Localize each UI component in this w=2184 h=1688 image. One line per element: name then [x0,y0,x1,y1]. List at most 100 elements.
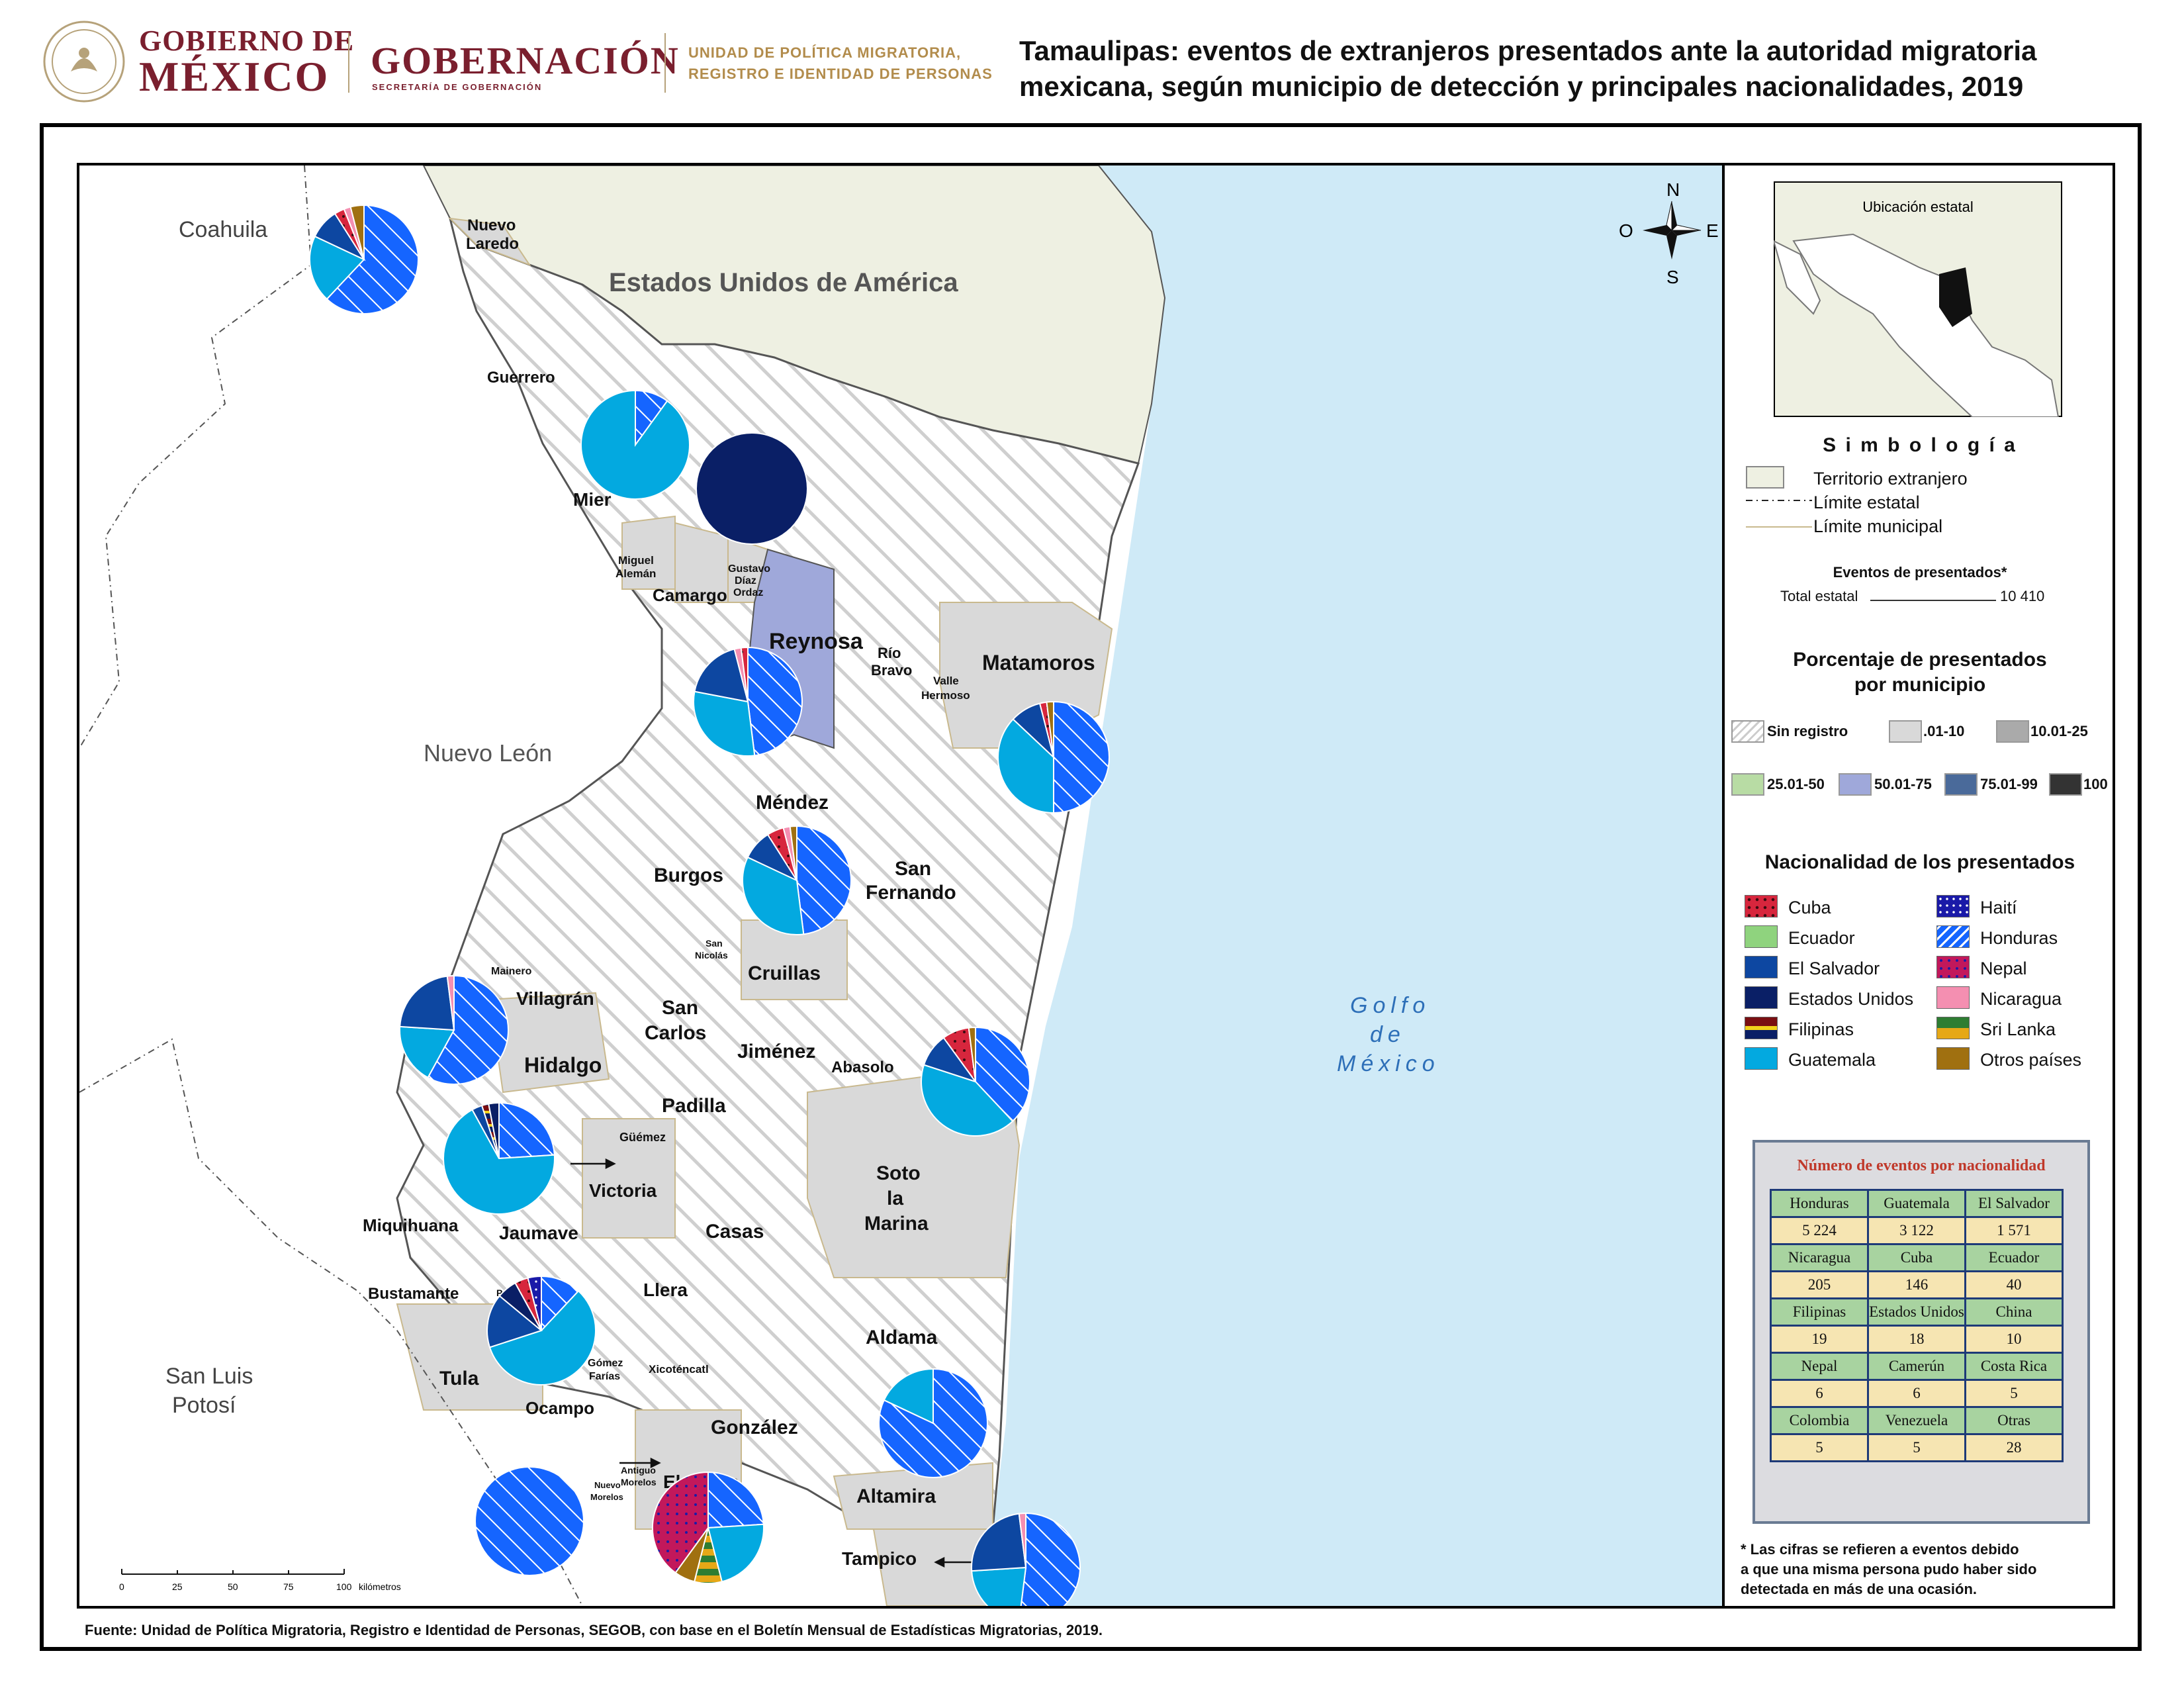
table-cell: Nepal [1770,1352,1869,1381]
pie-slice [580,389,690,500]
national-seal-logo [43,21,125,103]
nat-ecuador: Ecuador [1788,928,1855,948]
mun-nuevo-laredo-2: Laredo [466,235,519,253]
legend-panel: Ubicación estatal S i m b o l o g í a Te… [1725,163,2115,1609]
nat-nicaragua: Nicaragua [1980,989,2062,1009]
gob-line2: MÉXICO [139,53,330,100]
table-cell: 5 224 [1770,1216,1869,1245]
scale-tick-0: 0 [119,1581,124,1592]
arrow-victoria-head [605,1158,616,1170]
mun-soto-1: Soto [876,1162,921,1184]
source-note: Fuente: Unidad de Política Migratoria, R… [85,1622,1103,1638]
mun-tula: Tula [439,1368,479,1389]
table-header-row: Nicaragua Cuba Ecuador [1770,1243,2064,1272]
swatch-guatemala [1745,1047,1778,1070]
footnote: * Las cifras se refieren a eventos debid… [1741,1540,2111,1599]
mun-miquihuana: Miquihuana [363,1215,459,1235]
nat-estados-unidos: Estados Unidos [1788,989,1914,1009]
table-cell: Camerún [1867,1352,1966,1381]
label-usa: Estados Unidos de América [609,268,958,297]
table-cell: Filipinas [1770,1297,1869,1327]
pie-slice [443,1109,555,1215]
nat-haiti: Haití [1980,898,2017,917]
nat-nepal: Nepal [1980,959,2027,978]
mun-san-fernando-1: San [895,858,931,880]
scale-tick-75: 75 [283,1581,294,1592]
mun-tampico: Tampico [842,1548,917,1569]
header-divider [664,33,666,93]
table-cell: Colombia [1770,1406,1869,1435]
label-slp-line1: San Luis [165,1364,253,1389]
pie-slice [796,825,852,935]
pie-chart [486,1275,596,1385]
table-cell: Honduras [1770,1189,1869,1218]
table-value-row: 19 18 10 [1770,1325,2064,1354]
coahuila-border [79,165,312,749]
label-gulf-line3: México [1337,1051,1440,1076]
mun-san-fernando-2: Fernando [866,882,956,904]
pie-slice [446,974,455,1031]
pie-slice [652,1471,709,1574]
table-header-row: Colombia Venezuela Otras [1770,1406,2064,1435]
gulf-of-mexico [993,165,1722,1606]
arrow-tampico-head [934,1556,945,1568]
pie-slice [707,1471,764,1529]
mun-san-nicolas-2: Nicolás [695,950,728,961]
arrow-antiguo-morelos-head [650,1457,661,1469]
mun-rio-bravo-2: Bravo [871,662,912,679]
nat-filipinas: Filipinas [1788,1019,1854,1039]
pie-slice [883,1368,934,1425]
pie-chart [997,700,1110,814]
table-cell: 146 [1867,1270,1966,1299]
scale-tick-50: 50 [228,1581,238,1592]
pie-slice [498,1102,555,1160]
mun-rio-bravo-1: Río [878,645,901,661]
table-cell: Costa Rica [1964,1352,2064,1381]
footnote-line3: detectada en más de una ocasión. [1741,1581,1978,1597]
mun-miguel-aleman-2: Alemán [615,567,656,580]
mun-antiguo-2: Morelos [621,1477,657,1487]
swatch-nicaragua [1936,986,1970,1009]
header: GOBIERNO DE MÉXICO GOBERNACIÓN SECRETARÍ… [0,0,2184,119]
pie-slice [740,646,749,702]
pct-75-99: 75.01-99 [1980,776,2038,792]
scale-unit: kilómetros [359,1581,401,1592]
mun-gomez-2: Farías [589,1371,620,1382]
table-cell: 40 [1964,1270,2064,1299]
mun-antiguo-1: Antiguo [621,1465,656,1476]
table-cell: 205 [1770,1270,1869,1299]
pie-chart [443,1102,555,1215]
mun-gdo-1: Gustavo [728,563,770,575]
header-divider [348,33,349,93]
mun-altamira: Altamira [856,1485,936,1507]
mun-aldama: Aldama [866,1327,938,1348]
table-cell: 10 [1964,1325,2064,1354]
table-cell: Nicaragua [1770,1243,1869,1272]
table-header-row: Nepal Camerún Costa Rica [1770,1352,2064,1381]
mun-san-carlos-2: Carlos [645,1022,706,1044]
table-cell: 6 [1770,1379,1869,1408]
nat-el-salvador: El Salvador [1788,959,1880,978]
table-cell: 1 571 [1964,1216,2064,1245]
pie-slice [696,432,808,545]
compass-e: E [1706,220,1719,241]
mun-ocampo: Ocampo [525,1398,594,1418]
swatch-pct-100 [2049,773,2082,796]
pie-chart [399,974,509,1085]
pie-slice [968,1026,976,1082]
table-cell: 3 122 [1867,1216,1966,1245]
table-cell: 5 [1770,1433,1869,1462]
swatch-haiti [1936,895,1970,917]
nat-otros: Otros países [1980,1050,2082,1070]
mun-jimenez: Jiménez [737,1041,815,1062]
pie-chart [742,825,852,935]
map-area: Coahuila Estados Unidos de América Nuevo… [77,163,1725,1609]
swatch-pct-75-99 [1944,773,1978,796]
mun-san-carlos-1: San [662,997,698,1019]
table-cell: El Salvador [1964,1189,2064,1218]
map-title-line2: mexicana, según municipio de detección y… [1019,71,2024,102]
label-limite-estatal: Límite estatal [1813,492,1920,512]
pct-01-10: .01-10 [1923,723,1965,739]
pie-slice [427,974,509,1085]
pie-chart [309,204,419,314]
